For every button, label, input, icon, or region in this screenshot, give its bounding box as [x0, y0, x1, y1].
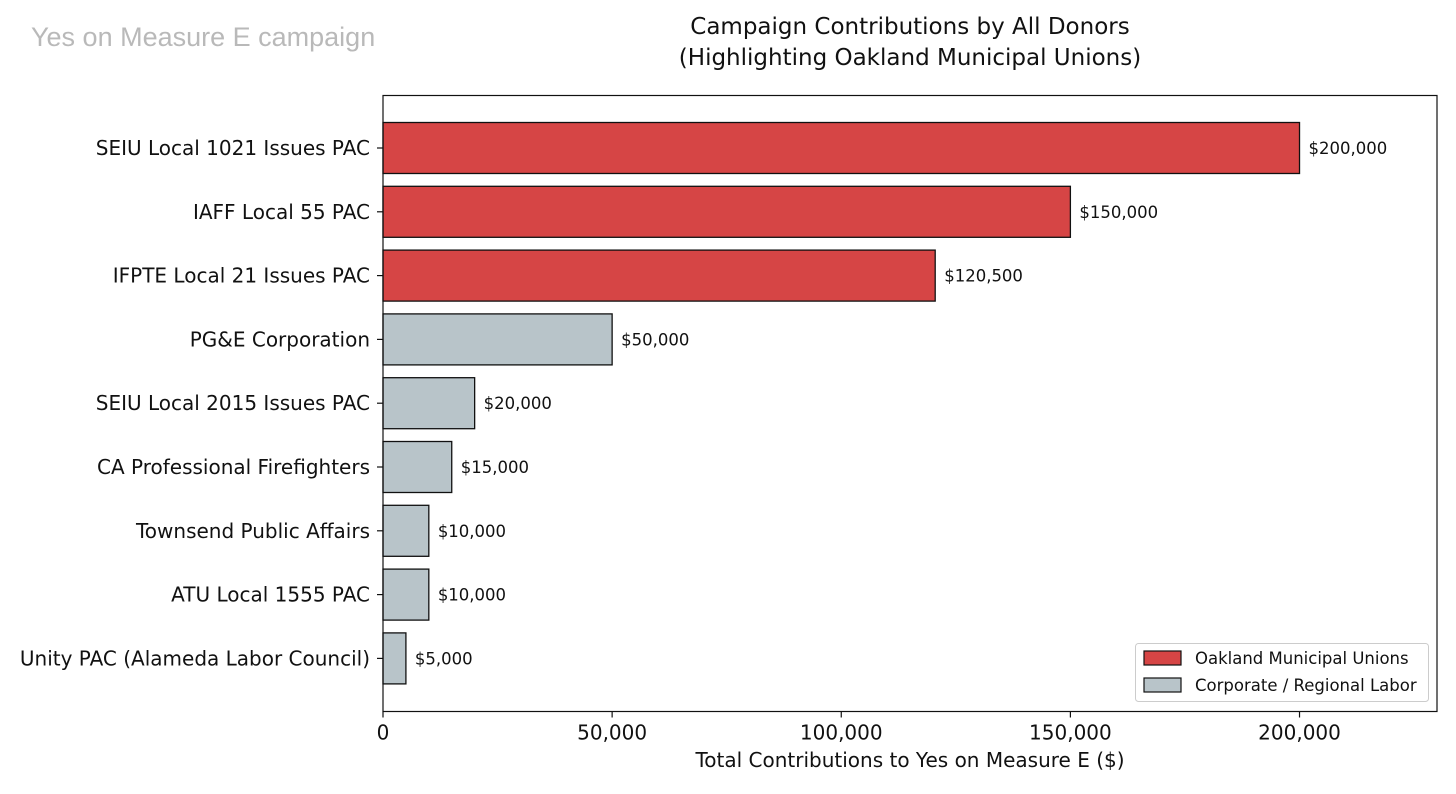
y-tick-label: Unity PAC (Alameda Labor Council)	[20, 646, 370, 670]
x-axis-ticks: 0 50,000 100,000 150,000 200,000	[377, 711, 1341, 745]
bar	[382, 440, 453, 494]
y-tick-label: SEIU Local 2015 Issues PAC	[96, 391, 370, 415]
bar-value-label: $15,000	[461, 458, 529, 477]
x-tick-label: 100,000	[800, 721, 883, 745]
bar-value-label: $200,000	[1309, 139, 1388, 158]
bar-value-label: $50,000	[621, 330, 689, 349]
y-tick-label: CA Professional Firefighters	[97, 455, 370, 479]
bar	[382, 568, 430, 621]
y-axis-ticks: SEIU Local 1021 Issues PAC IAFF Local 55 …	[20, 136, 383, 670]
y-tick-label: IAFF Local 55 PAC	[193, 200, 370, 224]
bar-value-label: $120,500	[944, 267, 1023, 286]
bars-group	[382, 121, 1301, 685]
bar	[382, 121, 1301, 175]
bar-value-label: $5,000	[415, 649, 473, 668]
x-axis-label: Total Contributions to Yes on Measure E …	[694, 748, 1124, 772]
bar-value-label: $150,000	[1079, 203, 1158, 222]
x-tick-label: 0	[377, 721, 390, 745]
bar	[382, 313, 613, 366]
legend-label: Corporate / Regional Labor	[1195, 676, 1417, 695]
y-tick-label: SEIU Local 1021 Issues PAC	[96, 136, 370, 160]
legend-box	[1135, 643, 1429, 702]
bar	[382, 377, 476, 430]
plot-frame	[382, 94, 1438, 713]
bar-value-labels: $200,000 $150,000 $120,500 $50,000 $20,000 $1…	[415, 139, 1387, 668]
bar-value-label: $20,000	[484, 394, 552, 413]
bar	[382, 249, 936, 302]
x-tick-label: 200,000	[1258, 721, 1341, 745]
x-tick-label: 150,000	[1029, 721, 1112, 745]
legend: Oakland Municipal Unions Corporate / Regi…	[1135, 643, 1429, 702]
y-tick-label: IFPTE Local 21 Issues PAC	[113, 264, 370, 288]
chart-title-block: Campaign Contributions by All Donors (Hi…	[383, 12, 1437, 74]
legend-swatch	[1143, 650, 1182, 666]
bar	[382, 632, 407, 685]
y-tick-label: Townsend Public Affairs	[135, 519, 370, 543]
bar-value-label: $10,000	[438, 586, 506, 605]
chart-subtitle: (Highlighting Oakland Municipal Unions)	[678, 45, 1142, 71]
y-tick-label: ATU Local 1555 PAC	[171, 583, 370, 607]
legend-label: Oakland Municipal Unions	[1195, 649, 1409, 668]
chart-title: Campaign Contributions by All Donors	[690, 14, 1130, 40]
bar	[382, 185, 1072, 238]
bar	[382, 504, 430, 557]
x-tick-label: 50,000	[577, 721, 647, 745]
legend-swatch	[1143, 677, 1182, 693]
watermark-text: Yes on Measure E campaign	[31, 22, 376, 52]
bar-value-label: $10,000	[438, 522, 506, 541]
y-tick-label: PG&E Corporation	[190, 327, 370, 351]
